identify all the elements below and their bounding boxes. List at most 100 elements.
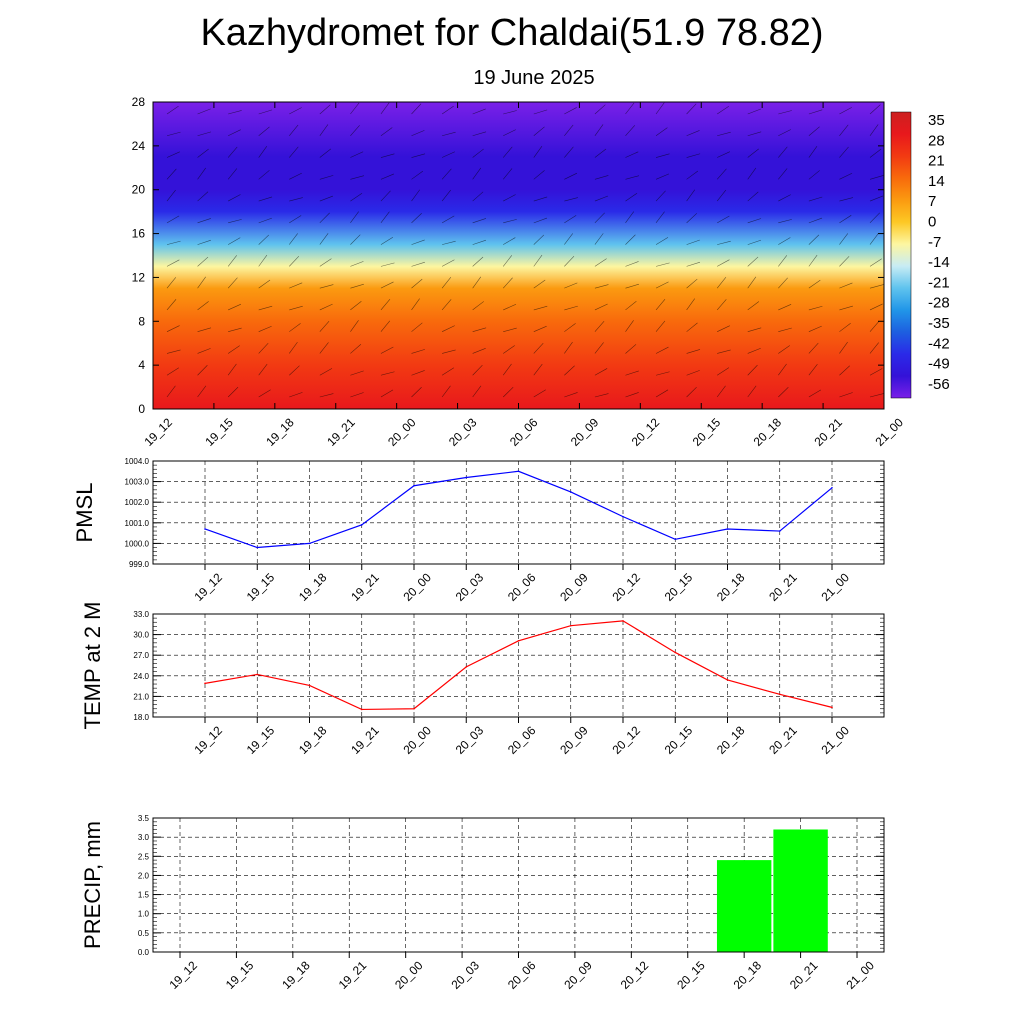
wind-barb [533, 196, 548, 202]
wind-barb [258, 196, 273, 202]
wind-barb [594, 124, 604, 136]
data-point [465, 476, 468, 479]
data-point [778, 693, 781, 696]
wind-barb [228, 219, 242, 224]
wind-barb [625, 344, 637, 354]
wind-barb [564, 392, 578, 398]
wind-barb [717, 105, 729, 115]
wind-barb [411, 370, 425, 376]
heatmap-x-tick-label: 20_21 [812, 415, 846, 449]
wind-barb [839, 256, 850, 267]
wind-barb [350, 261, 364, 267]
wind-barb [625, 211, 635, 224]
wind-barb [380, 190, 391, 202]
wind-barb [166, 105, 179, 115]
wind-barb [625, 370, 639, 376]
wind-barb [319, 212, 330, 224]
wind-barb [594, 175, 609, 180]
wind-barb [716, 277, 727, 289]
x-tick-label: 19_12 [191, 723, 225, 757]
wind-barb [166, 131, 181, 137]
wind-barb [686, 386, 697, 398]
wind-barb [717, 131, 731, 137]
wind-barb [197, 108, 211, 115]
wind-barb [166, 325, 180, 332]
colorbar-label: 14 [928, 173, 945, 190]
x-tick-label: 20_21 [787, 958, 821, 992]
pmsl-panel: 999.0 1000.0 1001.0 1002.0 1003.0 1004.0 19_12… [72, 457, 885, 604]
wind-barb [502, 363, 512, 376]
heatmap-x-tick-label: 20_00 [385, 415, 419, 449]
wind-barb [869, 320, 880, 332]
wind-barb [533, 254, 543, 267]
data-point [517, 639, 520, 642]
data-point [465, 666, 468, 668]
heatmap-x-tick-label: 19_15 [202, 415, 236, 449]
wind-barb [411, 349, 425, 354]
heatmap-x-tick-label: 20_09 [568, 415, 602, 449]
wind-barb [258, 342, 269, 354]
wind-barb [258, 126, 270, 137]
colorbar-label: 21 [928, 153, 945, 170]
wind-barb [258, 363, 268, 376]
wind-barb [411, 298, 420, 311]
wind-barb [411, 387, 422, 398]
colorbar-label: -42 [928, 335, 950, 352]
wind-barb [778, 194, 791, 202]
wind-barb [564, 256, 575, 267]
wind-barb [747, 131, 762, 137]
wind-barb [503, 110, 517, 115]
heatmap-x-tick-label: 19_18 [263, 415, 297, 449]
wind-barb [319, 303, 333, 311]
wind-barb [350, 392, 364, 398]
wind-barb [289, 146, 299, 158]
data-point [674, 538, 677, 541]
wind-barb [411, 189, 420, 202]
colorbar-label: 0 [928, 214, 936, 231]
wind-barb [258, 109, 273, 115]
wind-barb [655, 346, 669, 354]
data-point [308, 684, 311, 687]
page-title: Kazhydromet for Chaldai(51.9 78.82) [200, 12, 824, 54]
wind-barb [228, 327, 242, 332]
data-point [204, 528, 206, 530]
y-tick-label: 2.0 [138, 871, 150, 880]
wind-barb [808, 126, 820, 136]
wind-barb [319, 258, 332, 267]
wind-barb [380, 371, 395, 376]
wind-barb [839, 392, 853, 398]
wind-barb [747, 167, 757, 180]
colorbar-label: -7 [928, 234, 941, 251]
wind-barb [350, 301, 362, 311]
wind-barb [380, 211, 390, 224]
wind-barb [808, 305, 823, 311]
wind-barb [380, 153, 395, 158]
wind-barb [869, 233, 879, 245]
wind-barb [717, 349, 731, 354]
wind-barb [197, 365, 208, 376]
wind-barb [289, 255, 300, 267]
wind-barb [625, 283, 639, 289]
wind-barb [778, 327, 792, 332]
wind-barb [625, 320, 634, 332]
wind-barb [686, 278, 698, 289]
wind-barb [839, 107, 852, 115]
colorbar-label: -49 [928, 356, 950, 373]
wind-barb [411, 278, 423, 289]
wind-barb [258, 389, 271, 398]
wind-barb [258, 234, 270, 245]
wind-barb [319, 195, 333, 202]
wind-barb [350, 193, 363, 202]
wind-barb [166, 151, 180, 158]
wind-barb [502, 277, 513, 289]
colorbar-label: -21 [928, 274, 950, 291]
x-tick-label: 20_15 [674, 958, 708, 992]
data-point [622, 515, 624, 518]
wind-barb [869, 148, 882, 158]
data-point [413, 484, 415, 487]
x-tick-label: 20_09 [557, 723, 591, 757]
wind-barb [869, 175, 884, 180]
wind-barb [747, 364, 758, 376]
x-tick-label: 20_00 [392, 958, 426, 992]
